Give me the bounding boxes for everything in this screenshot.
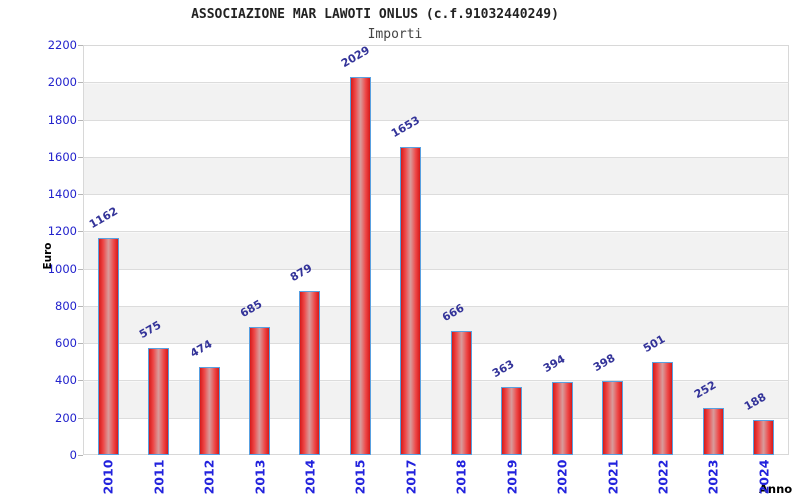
bar: [400, 146, 422, 455]
y-axis-tick: [78, 305, 83, 307]
y-axis-tick: [78, 194, 83, 196]
x-tick-label: 2017: [403, 459, 419, 495]
y-tick-label: 800: [55, 298, 77, 313]
bar: [299, 291, 321, 455]
y-axis-tick: [78, 156, 83, 158]
y-axis-tick: [78, 455, 83, 456]
y-tick-label: 1400: [47, 187, 77, 202]
y-tick-label: 2000: [47, 75, 77, 90]
x-tick-label: 2024: [756, 459, 772, 495]
bar: [97, 238, 119, 455]
y-tick-label: 1200: [47, 224, 77, 239]
y-tick-label: 1000: [47, 261, 77, 276]
bar: [551, 381, 573, 455]
y-axis-tick: [78, 119, 83, 121]
grid-line: [83, 268, 789, 270]
bar: [702, 408, 724, 455]
y-tick-label: 0: [69, 448, 77, 462]
y-axis-tick: [78, 268, 83, 270]
x-tick-label: 2011: [151, 459, 167, 495]
y-axis-tick: [78, 231, 83, 233]
y-axis-tick: [78, 45, 83, 46]
y-axis-tick: [78, 343, 83, 345]
y-axis-title: Euro: [42, 242, 54, 270]
bar: [198, 366, 220, 455]
bar: [148, 347, 170, 455]
grid-line: [83, 231, 789, 233]
x-tick-label: 2010: [100, 459, 116, 495]
y-axis-tick: [78, 82, 83, 84]
grid-line: [83, 82, 789, 84]
x-tick-label: 2021: [605, 459, 620, 495]
x-tick-label: 2019: [504, 459, 520, 495]
plot-area: [83, 45, 789, 455]
bar: [249, 327, 270, 455]
bar: [450, 330, 472, 455]
x-tick-label: 2020: [554, 459, 570, 495]
x-tick-label: 2023: [705, 459, 721, 495]
grid-line: [83, 119, 789, 121]
y-tick-label: 2200: [47, 38, 77, 52]
grid-line: [83, 343, 789, 345]
chart-title: ASSOCIAZIONE MAR LAWOTI ONLUS (c.f.91032…: [191, 7, 559, 22]
bar: [501, 387, 523, 455]
y-tick-label: 1600: [47, 149, 77, 164]
grid-line: [83, 380, 789, 382]
y-tick-label: 200: [55, 410, 77, 425]
x-axis-title: Anno: [759, 482, 793, 496]
y-tick-label: 400: [55, 373, 77, 388]
grid-line: [83, 156, 789, 158]
x-tick-label: 2014: [302, 459, 318, 495]
bar: [652, 361, 674, 455]
x-tick-label: 2018: [453, 459, 469, 495]
grid-line: [83, 194, 789, 196]
bar: [349, 76, 371, 455]
x-tick-label: 2013: [252, 459, 267, 495]
y-axis-tick: [78, 380, 83, 382]
y-tick-label: 600: [55, 336, 77, 351]
bar: [753, 419, 775, 455]
bar: [602, 380, 623, 455]
grid-line: [83, 417, 789, 419]
y-tick-label: 1800: [47, 112, 77, 127]
x-tick-label: 2022: [655, 459, 671, 495]
x-tick-label: 2012: [201, 459, 217, 495]
chart-subtitle: Importi: [367, 27, 423, 42]
x-tick-label: 2015: [352, 459, 368, 495]
grid-line: [83, 305, 789, 307]
y-axis-tick: [78, 417, 83, 419]
